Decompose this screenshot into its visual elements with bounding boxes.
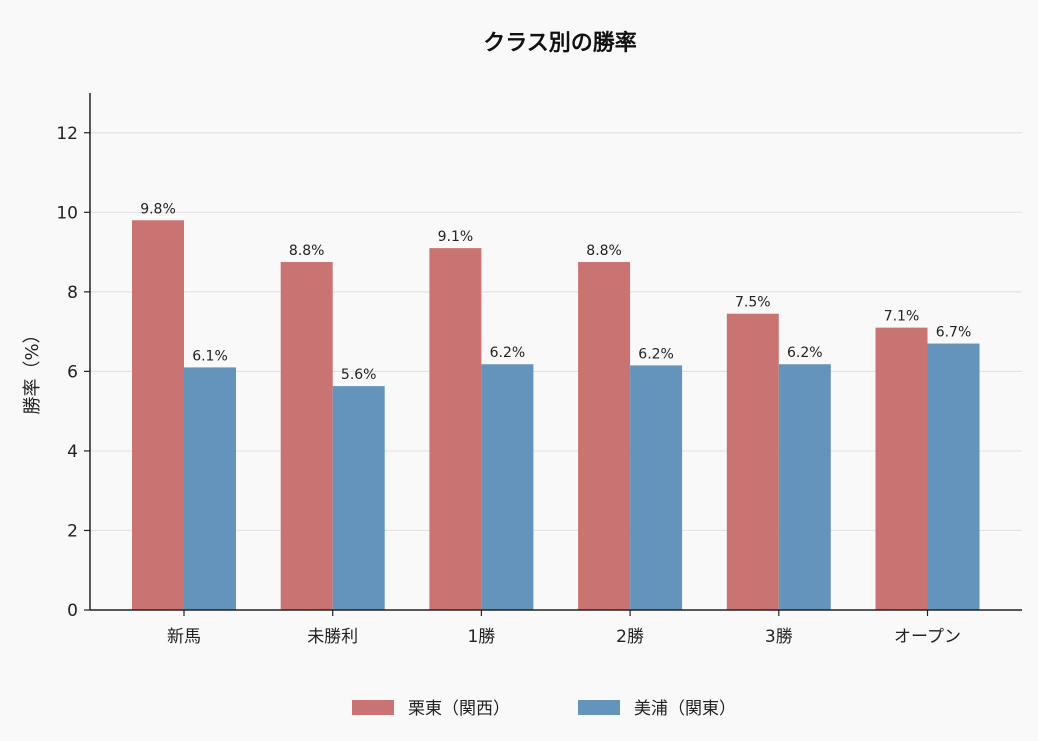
x-tick-label: オープン: [894, 627, 961, 647]
y-tick-label: 2: [67, 521, 78, 541]
legend-label: 栗東（関西）: [408, 699, 510, 719]
bar-series-2: [332, 386, 385, 610]
data-label: 6.2%: [490, 345, 526, 361]
x-tick-labels: 新馬 未勝利 1勝 2勝 3勝 オープン: [167, 627, 961, 647]
data-labels-group: 9.8% 6.1% 8.8% 5.6% 9.1% 6.2% 8.8% 6.2% 7.5% 6.2%…: [140, 201, 971, 383]
data-label: 9.1%: [438, 229, 474, 245]
x-tick-label: 未勝利: [307, 627, 358, 647]
legend-label: 美浦（関東）: [634, 699, 736, 719]
data-label: 7.5%: [735, 295, 771, 311]
data-label: 6.1%: [192, 348, 228, 364]
y-tick-label: 4: [67, 442, 78, 462]
bar-series-2: [184, 367, 236, 610]
grid-lines: [90, 132, 1022, 532]
x-tick-label: 3勝: [765, 627, 793, 647]
x-tick-label: 1勝: [467, 627, 495, 647]
data-label: 5.6%: [341, 367, 377, 383]
y-axis-label: 勝率（%）: [22, 325, 43, 414]
bars-group: [132, 220, 980, 610]
data-label: 6.2%: [787, 345, 823, 361]
bar-series-1: [132, 220, 184, 610]
y-tick-label: 0: [67, 601, 78, 621]
bar-series-2: [630, 365, 683, 610]
bar-series-1: [726, 313, 779, 610]
data-label: 6.2%: [638, 346, 674, 362]
legend-swatch: [578, 700, 620, 715]
legend-swatch: [352, 700, 394, 715]
chart-title: クラス別の勝率: [483, 30, 637, 56]
bar-series-2: [778, 364, 831, 610]
x-tick-label: 新馬: [167, 627, 201, 647]
bar-series-2: [927, 343, 980, 610]
bar-series-1: [875, 327, 928, 610]
y-tick-label: 10: [56, 203, 78, 223]
x-tick-label: 2勝: [616, 627, 644, 647]
data-label: 6.7%: [936, 325, 972, 341]
y-tick-labels: 0 2 4 6 8 10 12: [56, 124, 78, 621]
bar-series-1: [429, 248, 482, 610]
bar-series-2: [481, 364, 534, 610]
data-label: 7.1%: [884, 309, 920, 325]
y-tick-label: 6: [67, 362, 78, 382]
legend: 栗東（関西） 美浦（関東）: [352, 699, 736, 719]
data-label: 8.8%: [586, 243, 622, 259]
axes-group: [84, 93, 1022, 616]
y-tick-label: 12: [56, 124, 78, 144]
bar-series-1: [280, 262, 333, 610]
data-label: 9.8%: [140, 201, 176, 217]
bar-series-1: [578, 262, 631, 610]
data-label: 8.8%: [289, 243, 325, 259]
y-tick-label: 8: [67, 283, 78, 303]
